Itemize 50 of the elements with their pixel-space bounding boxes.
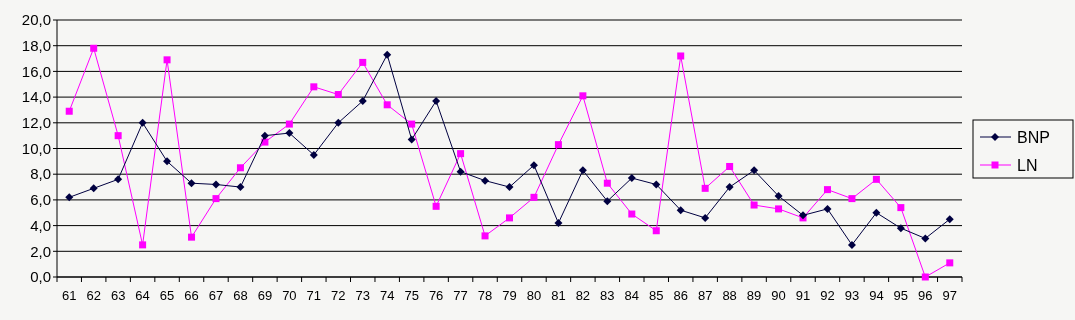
y-tick-label: 4,0 bbox=[30, 216, 51, 234]
y-tick-label: 18,0 bbox=[21, 36, 51, 54]
x-tick-label: 92 bbox=[820, 288, 835, 303]
x-tick-label: 94 bbox=[869, 288, 884, 303]
x-tick-label: 76 bbox=[428, 288, 444, 303]
x-tick-label: 85 bbox=[649, 288, 664, 303]
x-tick-label: 72 bbox=[331, 288, 346, 303]
y-tick-label: 14,0 bbox=[21, 88, 51, 106]
y-tick-label: 20,0 bbox=[21, 11, 51, 29]
x-tick-label: 79 bbox=[502, 288, 517, 303]
x-tick-label: 96 bbox=[918, 288, 933, 303]
x-tick-label: 97 bbox=[942, 288, 957, 303]
x-tick-label: 77 bbox=[453, 288, 468, 303]
x-tick-label: 74 bbox=[379, 288, 395, 303]
x-tick-label: 64 bbox=[135, 288, 150, 303]
y-tick-label: 10,0 bbox=[21, 139, 51, 157]
x-tick-label: 78 bbox=[477, 288, 493, 303]
y-tick-label: 0,0 bbox=[30, 268, 51, 286]
legend-label: BNP bbox=[1017, 128, 1050, 146]
x-tick-label: 65 bbox=[159, 288, 175, 303]
x-tick-label: 82 bbox=[575, 288, 591, 303]
y-tick-label: 16,0 bbox=[21, 62, 51, 80]
x-tick-label: 87 bbox=[697, 288, 713, 303]
x-tick-label: 89 bbox=[746, 288, 762, 303]
x-tick-label: 90 bbox=[771, 288, 786, 303]
x-tick-label: 86 bbox=[673, 288, 688, 303]
x-tick-label: 63 bbox=[110, 288, 126, 303]
y-tick-label: 12,0 bbox=[21, 114, 51, 132]
x-tick-label: 81 bbox=[551, 288, 566, 303]
x-tick-label: 70 bbox=[282, 288, 297, 303]
x-tick-label: 91 bbox=[795, 288, 811, 303]
legend-label: LN bbox=[1017, 156, 1038, 174]
x-tick-label: 84 bbox=[624, 288, 640, 303]
x-tick-label: 67 bbox=[208, 288, 224, 303]
x-tick-label: 61 bbox=[62, 288, 77, 303]
y-tick-label: 6,0 bbox=[30, 191, 51, 209]
x-tick-label: 93 bbox=[844, 288, 860, 303]
x-tick-label: 80 bbox=[526, 288, 542, 303]
x-tick-label: 66 bbox=[184, 288, 199, 303]
x-tick-label: 62 bbox=[86, 288, 101, 303]
y-tick-label: 2,0 bbox=[30, 242, 51, 260]
x-tick-label: 88 bbox=[722, 288, 737, 303]
x-tick-label: 75 bbox=[404, 288, 419, 303]
y-tick-label: 8,0 bbox=[30, 165, 51, 183]
x-tick-label: 68 bbox=[233, 288, 248, 303]
x-tick-label: 73 bbox=[355, 288, 370, 303]
x-tick-label: 95 bbox=[893, 288, 909, 303]
x-tick-label: 69 bbox=[257, 288, 273, 303]
x-tick-label: 83 bbox=[600, 288, 615, 303]
x-tick-label: 71 bbox=[306, 288, 322, 303]
